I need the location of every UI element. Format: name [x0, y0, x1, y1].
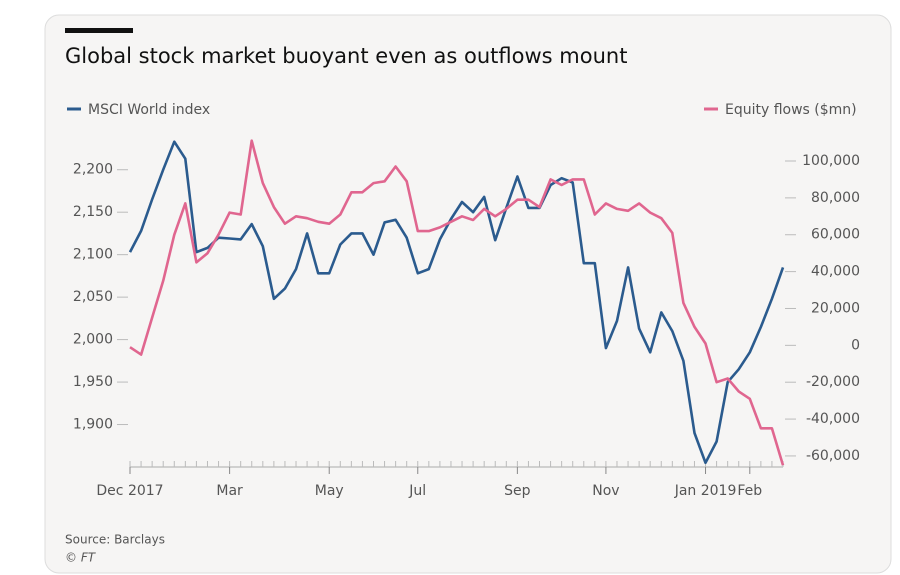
y-tick-label: 2,150	[73, 204, 113, 220]
x-tick-label: Jan 2019	[674, 483, 737, 499]
x-tick-label: Sep	[504, 483, 531, 499]
y2-tick-label: -60,000	[806, 448, 860, 464]
y-tick-label: 1,900	[73, 417, 113, 433]
x-tick-label: Nov	[592, 483, 619, 499]
y-tick-label: 2,000	[73, 332, 113, 348]
credit: © FT	[65, 551, 97, 565]
x-tick-label: Dec 2017	[96, 483, 163, 499]
x-tick-label: Feb	[737, 483, 762, 499]
y-tick-label: 1,950	[73, 374, 113, 390]
x-tick-label: Jul	[408, 483, 426, 499]
y2-tick-label: 0	[851, 337, 860, 353]
y2-tick-label: -20,000	[806, 374, 860, 390]
y-tick-label: 2,200	[73, 162, 113, 178]
y-tick-label: 2,050	[73, 289, 113, 305]
chart-title: Global stock market buoyant even as outf…	[65, 44, 627, 68]
title-bar	[65, 28, 133, 33]
legend-label: MSCI World index	[88, 102, 210, 118]
y2-tick-label: 40,000	[811, 264, 860, 280]
x-tick-label: May	[315, 483, 344, 499]
series-line	[128, 140, 785, 465]
y2-tick-label: 20,000	[811, 300, 860, 316]
source: Source: Barclays	[65, 533, 165, 547]
y2-tick-label: -40,000	[806, 411, 860, 427]
y2-tick-label: 60,000	[811, 227, 860, 243]
y-tick-label: 2,100	[73, 247, 113, 263]
y2-tick-label: 80,000	[811, 190, 860, 206]
legend-label: Equity flows ($mn)	[725, 102, 857, 118]
card	[44, 14, 892, 574]
series-line	[129, 139, 785, 466]
y2-tick-label: 100,000	[802, 153, 860, 169]
x-tick-label: Mar	[216, 483, 243, 499]
